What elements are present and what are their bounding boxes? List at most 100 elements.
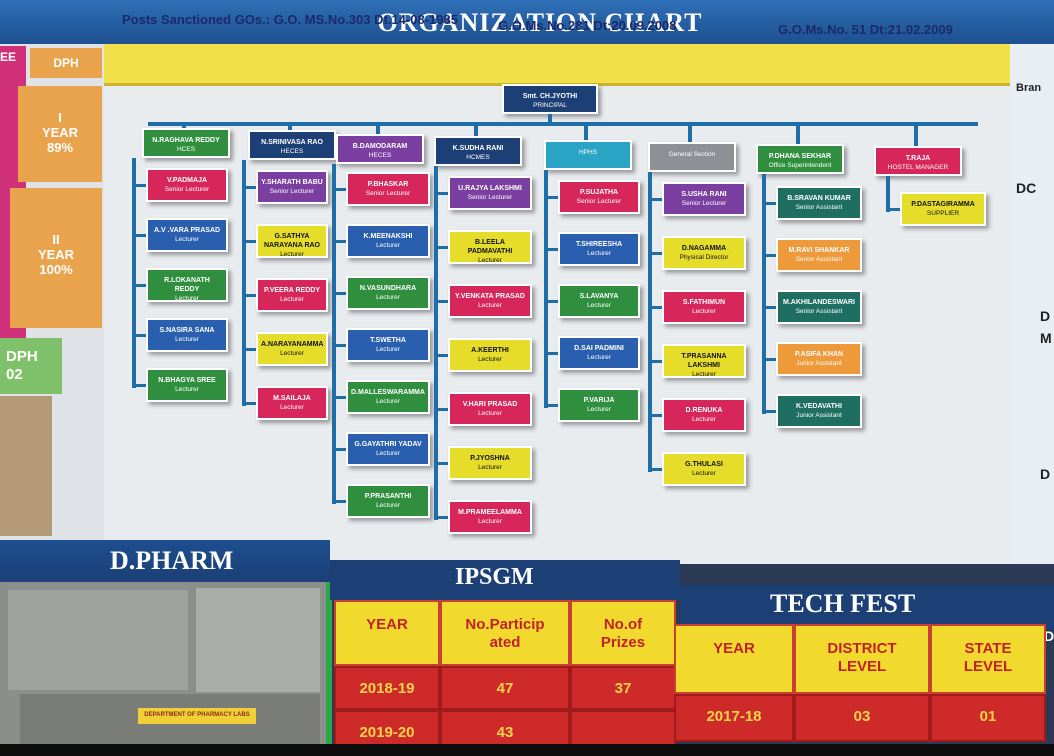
person-name: M.SAILAJA — [273, 395, 311, 402]
person-role: Junior Assistant — [796, 412, 842, 419]
column-branch-2-5 — [332, 448, 346, 451]
column-branch-2-2 — [332, 292, 346, 295]
lab-photo: DEPARTMENT OF PHARMACY LABS — [0, 582, 332, 756]
connector-principal — [548, 114, 552, 124]
techfest-bar — [680, 585, 1054, 629]
person-role: Lecturer — [280, 350, 304, 357]
person-role: Senior Lecturer — [467, 194, 513, 201]
column-stem-5 — [648, 172, 652, 472]
person-role: Lecturer — [692, 371, 716, 378]
column-branch-4-2 — [544, 300, 558, 303]
column-branch-1-3 — [242, 348, 256, 351]
column-branch-3-1 — [434, 246, 448, 249]
ee-label: EE — [0, 50, 17, 64]
person-name: P.VARIJA — [583, 397, 615, 404]
person-role: SUPPLIER — [926, 210, 960, 217]
column-branch-2-3 — [332, 344, 346, 347]
person-role: Lecturer — [692, 416, 716, 423]
column-stem-0 — [132, 158, 136, 388]
person-role: HECES — [280, 148, 304, 155]
person-name: D.NAGAMMA — [681, 245, 727, 252]
column-branch-5-3 — [648, 360, 662, 363]
column-branch-2-0 — [332, 188, 346, 191]
go-text-2: G.O.Ms.No.281 Dt:20.09.2008 — [498, 18, 677, 33]
staff-box-1-3: A.NARAYANAMMA Lecturer — [256, 332, 328, 366]
staff-box-4-3: D.SAI PADMINI Lecturer — [558, 336, 640, 370]
column-branch-1-4 — [242, 402, 256, 405]
staff-box-6-1: M.RAVI SHANKAR Senior Assistant — [776, 238, 862, 272]
person-name: P.BHASKAR — [367, 181, 409, 188]
right-panel — [1010, 44, 1054, 564]
column-branch-6-1 — [762, 254, 776, 257]
person-role: HOSTEL MANAGER — [887, 164, 949, 171]
ipsgm-header-0: YEAR — [334, 600, 440, 666]
person-role: Lecturer — [587, 354, 611, 361]
person-role: Lecturer — [692, 308, 716, 315]
go-text-3: G.O.Ms.No. 51 Dt:21.02.2009 — [778, 22, 953, 37]
connector-head-7 — [914, 124, 918, 146]
page-title: ORGANIZATION CHART — [377, 8, 703, 37]
year1-result: I YEAR 89% — [18, 86, 102, 182]
person-name: P.JYOSHNA — [470, 455, 510, 462]
column-branch-0-0 — [132, 184, 146, 187]
column-branch-5-2 — [648, 306, 662, 309]
column-branch-3-0 — [434, 192, 448, 195]
person-name: K.VEDAVATHI — [796, 403, 842, 410]
person-role: Senior Lecturer — [576, 198, 622, 205]
staff-box-5-3: T.PRASANNA LAKSHMI Lecturer — [662, 344, 746, 378]
person-name: G.THULASI — [685, 461, 723, 468]
person-name: Y.VENKATA PRASAD — [455, 293, 525, 300]
column-branch-1-0 — [242, 186, 256, 189]
person-role: Senior Assistant — [795, 204, 843, 211]
connector-head-1 — [288, 124, 292, 130]
staff-box-4-2: S.LAVANYA Lecturer — [558, 284, 640, 318]
staff-box-1-2: P.VEERA REDDY Lecturer — [256, 278, 328, 312]
person-role: Lecturer — [376, 502, 400, 509]
connector-head-6 — [796, 124, 800, 144]
staff-box-0-2: R.LOKANATH REDDY Lecturer — [146, 268, 228, 302]
column-branch-2-1 — [332, 240, 346, 243]
head-box-5: General Section — [648, 142, 736, 172]
column-branch-2-6 — [332, 500, 346, 503]
head-box-7: T.RAJA HOSTEL MANAGER — [874, 146, 962, 176]
person-name: P.DHANA SEKHAR — [768, 153, 832, 160]
staff-box-2-6: P.PRASANTHI Lecturer — [346, 484, 430, 518]
staff-box-7-0: P.DASTAGIRAMMA SUPPLIER — [900, 192, 986, 226]
ipsgm-bar — [330, 560, 680, 600]
person-name: M.PRAMEELAMMA — [458, 509, 522, 516]
person-role: Lecturer — [376, 242, 400, 249]
staff-box-6-3: P.ASIFA KHAN Junior Assistant — [776, 342, 862, 376]
staff-box-0-4: N.BHAGYA SREE Lecturer — [146, 368, 228, 402]
person-name: Y.SHARATH BABU — [261, 179, 323, 186]
staff-box-0-1: A.V .VARA PRASAD Lecturer — [146, 218, 228, 252]
person-role: HCES — [176, 146, 196, 153]
techfest-title: TECH FEST — [770, 589, 916, 618]
staff-box-4-0: P.SUJATHA Senior Lecturer — [558, 180, 640, 214]
column-branch-3-2 — [434, 300, 448, 303]
staff-box-4-4: P.VARIJA Lecturer — [558, 388, 640, 422]
column-stem-3 — [434, 166, 438, 520]
column-branch-5-5 — [648, 468, 662, 471]
person-role: HECES — [368, 152, 392, 159]
staff-box-5-5: G.THULASI Lecturer — [662, 452, 746, 486]
column-branch-4-3 — [544, 352, 558, 355]
dpharm-bar — [0, 540, 330, 582]
staff-box-1-1: G.SATHYA NARAYANA RAO Lecturer — [256, 224, 328, 258]
column-branch-0-4 — [132, 384, 146, 387]
head-box-3: K.SUDHA RANI HCMES — [434, 136, 522, 166]
staff-box-0-3: S.NASIRA SANA Lecturer — [146, 318, 228, 352]
column-stem-4 — [544, 170, 548, 408]
person-name: N.RAGHAVA REDDY — [152, 137, 220, 144]
person-name: N.SRINIVASA RAO — [261, 139, 323, 146]
dph-count: DPH 02 — [0, 338, 62, 394]
person-name: P.ASIFA KHAN — [794, 351, 844, 358]
person-name: K.MEENAKSHI — [363, 233, 413, 240]
person-name: D.SAI PADMINI — [574, 345, 624, 352]
ipsgm-cell-0-1: 47 — [440, 666, 570, 710]
column-stem-2 — [332, 164, 336, 504]
person-name: V.HARI PRASAD — [462, 401, 518, 408]
person-name: S.NASIRA SANA — [159, 327, 215, 334]
person-role: Lecturer — [478, 410, 502, 417]
person-role: Lecturer — [478, 518, 502, 525]
person-role: Lecturer — [280, 251, 304, 258]
